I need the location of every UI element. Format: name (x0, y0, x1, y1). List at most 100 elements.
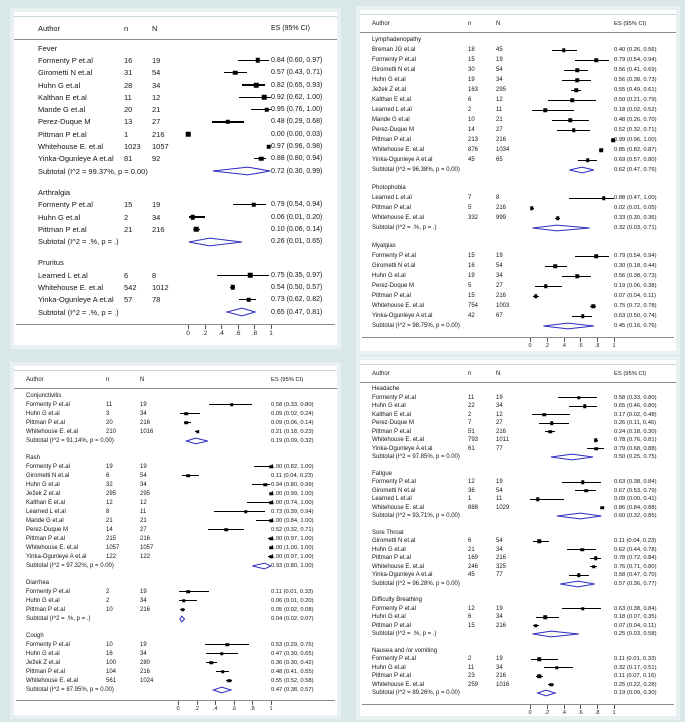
study-n: 30 (468, 67, 475, 73)
study-N: 19 (140, 588, 147, 595)
study-row: Formenty P et.al 15 19 0.79 (0.54, 0.94) (360, 251, 676, 261)
group-label: Rash (26, 454, 41, 461)
point-estimate-marker (594, 447, 599, 451)
study-n: 295 (106, 490, 117, 497)
subtotal-row: Subtotal (I^2 = 96.38%, p = 0.00) 0.62 (0… (360, 165, 676, 175)
study-author: Pittman P et.al (372, 137, 411, 143)
study-es-label: 0.36 (0.30, 0.42) (271, 659, 314, 666)
study-n: 163 (468, 87, 479, 93)
ci-line (181, 475, 200, 476)
study-n: 5 (468, 205, 472, 211)
study-row: Pittman P et.al 15 216 0.07 (0.04, 0.11) (360, 622, 676, 631)
study-N: 45 (496, 47, 503, 53)
subtotal-row: Subtotal (I^2 = .%, p = .) 0.32 (0.03, 0.… (360, 223, 676, 233)
point-estimate-marker (548, 430, 552, 434)
study-es-label: 0.09 (0.00, 0.41) (614, 496, 657, 503)
axis-line (362, 703, 674, 705)
axis-tick (252, 701, 254, 705)
study-N: 216 (152, 224, 165, 234)
study-author: Pittman P et.al (26, 668, 65, 675)
study-N: 8 (152, 270, 157, 280)
ci-line (178, 600, 197, 601)
study-row: Mande G et.al 20 21 0.95 (0.76, 1.00) (14, 103, 337, 115)
study-es-label: 0.58 (0.47, 0.70) (614, 572, 657, 579)
study-author: Whitehouse E. et.al (372, 437, 425, 444)
point-estimate-marker (535, 497, 540, 501)
study-row: Huhn G et.al 28 34 0.82 (0.65, 0.93) (14, 79, 337, 91)
plot-area (188, 223, 271, 235)
study-N: 77 (496, 445, 503, 452)
study-n: 100 (106, 659, 117, 666)
ci-line (179, 413, 201, 414)
study-author: Huhn G et.al (372, 664, 406, 671)
study-row: Huhn G et.al 11 34 0.32 (0.17, 0.51) (360, 664, 676, 673)
point-estimate-marker (594, 254, 599, 258)
study-es-label: 0.17 (0.02, 0.48) (614, 411, 657, 418)
study-N: 1057 (140, 544, 154, 551)
plot-area (178, 552, 273, 561)
point-estimate-marker (550, 421, 554, 425)
study-N: 34 (152, 212, 161, 222)
axis-tick-label: .2 (201, 330, 208, 338)
plot-area (178, 427, 271, 436)
subtotal-row: Subtotal (I^2 = .%, p = .) 0.26 (0.01, 0.… (14, 235, 337, 247)
plot-area (530, 193, 614, 203)
study-author: Girometti N et.al (26, 472, 70, 479)
axis-tick (597, 704, 599, 709)
study-es-label: 0.33 (0.30, 0.36) (614, 215, 657, 221)
study-es-label: 1.00 (0.97, 1.00) (271, 553, 314, 560)
plot-area (530, 95, 614, 105)
plot-area (188, 153, 271, 165)
plot-area (178, 507, 271, 516)
study-n: 15 (468, 293, 475, 299)
study-row: Pittman P et.al 23 216 0.11 (0.07, 0.16) (360, 672, 676, 681)
subtotal-row: Subtotal (I^2 = .%, p = .) 0.04 (0.02, 0.… (14, 614, 337, 623)
axis-tick (237, 325, 239, 330)
subtotal-es-label: 0.32 (0.03, 0.71) (614, 225, 657, 231)
group-label: Difficulty Breathing (372, 597, 422, 604)
col-header-n: n (468, 370, 472, 377)
point-estimate-marker (220, 669, 225, 674)
study-author: Whitehouse E. et.al (372, 681, 425, 688)
study-n: 14 (468, 127, 475, 133)
axis-tick-label: .4 (212, 706, 218, 712)
study-row: Pittman P et.al 169 216 0.78 (0.72, 0.84) (360, 554, 676, 563)
forest-panel-3: Author n N ES (95% CI) Conjunctivitis Forment… (10, 362, 341, 719)
plot-area (188, 235, 271, 247)
point-estimate-marker (576, 573, 581, 577)
ci-line (530, 658, 558, 660)
subtotal-diamond (211, 686, 233, 693)
study-N: 54 (496, 263, 503, 269)
study-row: Ježek Z et.al 100 280 0.36 (0.30, 0.42) (14, 658, 337, 667)
plot-area (530, 261, 614, 271)
study-n: 19 (106, 463, 113, 470)
plot-area (178, 667, 271, 676)
study-author: Ježek Z et.al (26, 490, 61, 497)
plot-area (530, 681, 614, 690)
col-header-N: N (496, 370, 501, 377)
study-author: Pittman P et.al (372, 622, 411, 629)
study-es-label: 0.67 (0.53, 0.79) (614, 487, 657, 494)
plot-area (188, 79, 271, 91)
study-author: Formenty P et.al (372, 479, 416, 486)
study-row: Whitehouse E. et.al 259 1016 0.25 (0.22, 0.… (360, 681, 676, 690)
group-label-row: Difficulty Breathing (360, 596, 676, 605)
point-estimate-marker (575, 68, 579, 72)
point-estimate-marker (571, 128, 576, 132)
ci-line (232, 204, 266, 206)
study-es-label: 0.88 (0.80, 0.94) (271, 155, 323, 163)
study-es-label: 0.21 (0.18, 0.23) (271, 428, 314, 435)
study-es-label: 0.86 (0.84, 0.88) (614, 504, 657, 511)
study-es-label: 0.82 (0.65, 0.93) (271, 81, 323, 89)
subtotal-label: Subtotal (I^2 = .%, p = .) (38, 237, 119, 247)
subtotal-diamond (212, 166, 271, 176)
study-n: 6 (468, 614, 472, 621)
axis-line (16, 324, 335, 326)
plot-area (530, 630, 614, 639)
study-es-label: 0.24 (0.18, 0.30) (614, 428, 657, 435)
study-N: 21 (152, 105, 161, 115)
point-estimate-marker (555, 216, 560, 220)
study-es-label: 0.69 (0.57, 0.80) (614, 157, 657, 163)
plot-area (188, 199, 271, 211)
study-row: Perez-Duque M 14 27 0.52 (0.32, 0.71) (360, 125, 676, 135)
